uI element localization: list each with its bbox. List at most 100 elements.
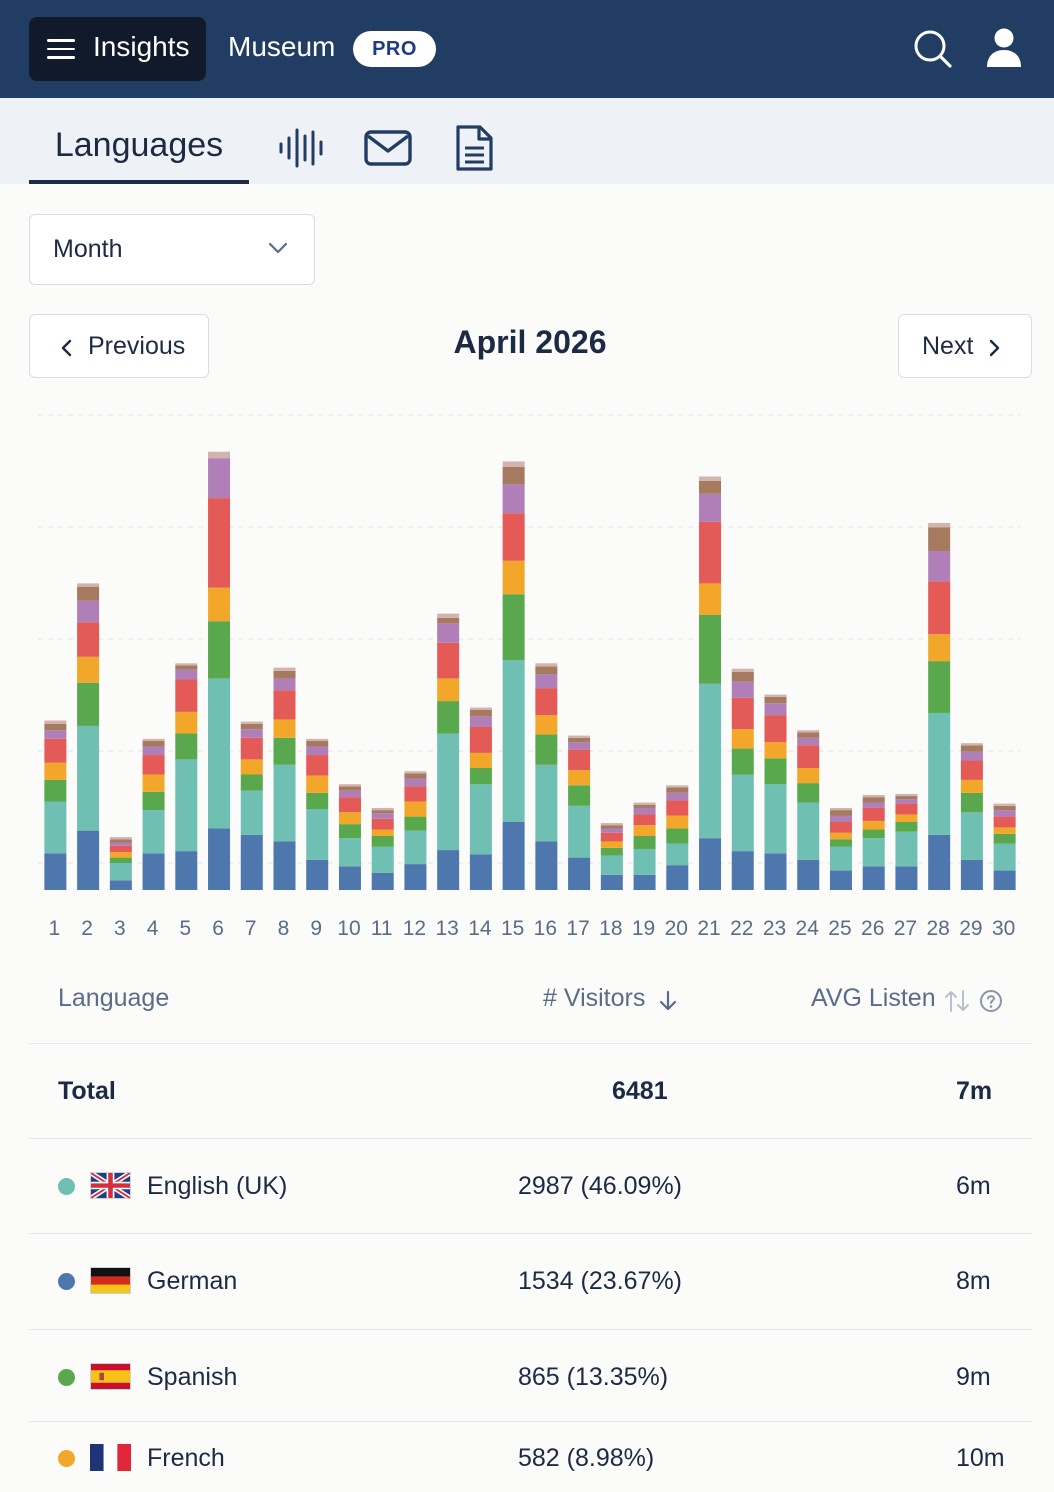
- bar-segment[interactable]: [862, 797, 885, 803]
- bar-segment[interactable]: [764, 696, 787, 704]
- bar-segment[interactable]: [960, 779, 983, 793]
- bar-segment[interactable]: [633, 848, 656, 875]
- bar-segment[interactable]: [338, 866, 361, 890]
- bar-segment[interactable]: [404, 773, 427, 779]
- bar-segment[interactable]: [306, 859, 329, 890]
- bar-segment[interactable]: [829, 839, 852, 847]
- bar-segment[interactable]: [928, 551, 951, 582]
- bar-segment[interactable]: [502, 513, 525, 561]
- bar-segment[interactable]: [797, 768, 820, 784]
- bar-segment[interactable]: [175, 665, 198, 670]
- bar-segment[interactable]: [960, 760, 983, 780]
- bar-segment[interactable]: [109, 857, 132, 864]
- bar-segment[interactable]: [44, 720, 67, 724]
- bar-segment[interactable]: [633, 836, 656, 849]
- bar-segment[interactable]: [469, 707, 492, 710]
- bar-segment[interactable]: [731, 851, 754, 890]
- bar-segment[interactable]: [437, 613, 460, 618]
- bar-segment[interactable]: [109, 845, 132, 853]
- bar-segment[interactable]: [699, 583, 722, 615]
- table-row[interactable]: Spanish 865 (13.35%) 9m: [29, 1330, 1032, 1422]
- bar-segment[interactable]: [208, 828, 231, 890]
- bar-segment[interactable]: [862, 829, 885, 839]
- search-icon[interactable]: [908, 24, 956, 72]
- bar-segment[interactable]: [502, 461, 525, 467]
- bar-segment[interactable]: [600, 823, 623, 826]
- bar-segment[interactable]: [633, 874, 656, 890]
- sort-descending-icon[interactable]: [658, 990, 678, 1012]
- bar-segment[interactable]: [731, 729, 754, 749]
- bar-segment[interactable]: [142, 810, 165, 854]
- bar-segment[interactable]: [993, 810, 1016, 817]
- bar-segment[interactable]: [731, 668, 754, 672]
- bar-segment[interactable]: [437, 733, 460, 851]
- bar-segment[interactable]: [437, 617, 460, 624]
- bar-segment[interactable]: [731, 774, 754, 852]
- bar-segment[interactable]: [44, 779, 67, 802]
- bar-segment[interactable]: [469, 854, 492, 890]
- bar-segment[interactable]: [535, 841, 558, 890]
- bar-segment[interactable]: [633, 807, 656, 815]
- bar-segment[interactable]: [273, 667, 296, 671]
- bar-segment[interactable]: [371, 846, 394, 873]
- bar-segment[interactable]: [273, 737, 296, 765]
- bar-segment[interactable]: [240, 723, 263, 730]
- bar-segment[interactable]: [437, 701, 460, 734]
- bar-segment[interactable]: [208, 451, 231, 459]
- mail-icon[interactable]: [362, 124, 414, 172]
- document-icon[interactable]: [448, 124, 500, 172]
- bar-segment[interactable]: [600, 874, 623, 890]
- bar-segment[interactable]: [306, 775, 329, 793]
- bar-segment[interactable]: [371, 807, 394, 811]
- bar-segment[interactable]: [77, 656, 100, 683]
- bar-segment[interactable]: [731, 748, 754, 775]
- bar-segment[interactable]: [404, 830, 427, 865]
- bar-segment[interactable]: [338, 812, 361, 825]
- bar-segment[interactable]: [469, 716, 492, 727]
- help-icon[interactable]: [979, 989, 1003, 1013]
- bar-segment[interactable]: [960, 751, 983, 761]
- bar-segment[interactable]: [797, 732, 820, 738]
- bar-segment[interactable]: [928, 581, 951, 635]
- bar-segment[interactable]: [633, 814, 656, 826]
- bar-segment[interactable]: [829, 810, 852, 816]
- audio-waveform-icon[interactable]: [276, 124, 328, 172]
- bar-segment[interactable]: [862, 866, 885, 890]
- bar-segment[interactable]: [208, 678, 231, 829]
- bar-segment[interactable]: [109, 839, 132, 843]
- bar-segment[interactable]: [240, 834, 263, 890]
- bar-segment[interactable]: [666, 843, 689, 866]
- bar-segment[interactable]: [44, 853, 67, 890]
- bar-segment[interactable]: [240, 790, 263, 835]
- bar-segment[interactable]: [568, 742, 591, 750]
- bar-segment[interactable]: [306, 792, 329, 810]
- bar-segment[interactable]: [568, 857, 591, 890]
- bar-segment[interactable]: [437, 642, 460, 679]
- bar-segment[interactable]: [993, 803, 1016, 806]
- bar-segment[interactable]: [797, 802, 820, 860]
- bar-segment[interactable]: [764, 715, 787, 743]
- bar-segment[interactable]: [960, 792, 983, 813]
- bar-segment[interactable]: [829, 807, 852, 811]
- bar-segment[interactable]: [142, 746, 165, 756]
- bar-segment[interactable]: [600, 828, 623, 833]
- bar-segment[interactable]: [44, 723, 67, 731]
- bar-segment[interactable]: [666, 828, 689, 844]
- header-avg-listen[interactable]: AVG Listen: [811, 984, 936, 1012]
- bar-segment[interactable]: [699, 614, 722, 684]
- bar-segment[interactable]: [502, 821, 525, 890]
- bar-segment[interactable]: [960, 812, 983, 860]
- bar-segment[interactable]: [77, 622, 100, 657]
- bar-segment[interactable]: [731, 697, 754, 730]
- bar-segment[interactable]: [371, 818, 394, 830]
- bar-segment[interactable]: [273, 841, 296, 890]
- bar-segment[interactable]: [829, 870, 852, 890]
- bar-segment[interactable]: [666, 865, 689, 890]
- bar-segment[interactable]: [895, 814, 918, 822]
- bar-segment[interactable]: [338, 784, 361, 787]
- bar-segment[interactable]: [633, 804, 656, 808]
- bar-segment[interactable]: [142, 755, 165, 775]
- bar-segment[interactable]: [77, 830, 100, 890]
- insights-menu-button[interactable]: Insights: [29, 17, 206, 81]
- bar-segment[interactable]: [764, 694, 787, 697]
